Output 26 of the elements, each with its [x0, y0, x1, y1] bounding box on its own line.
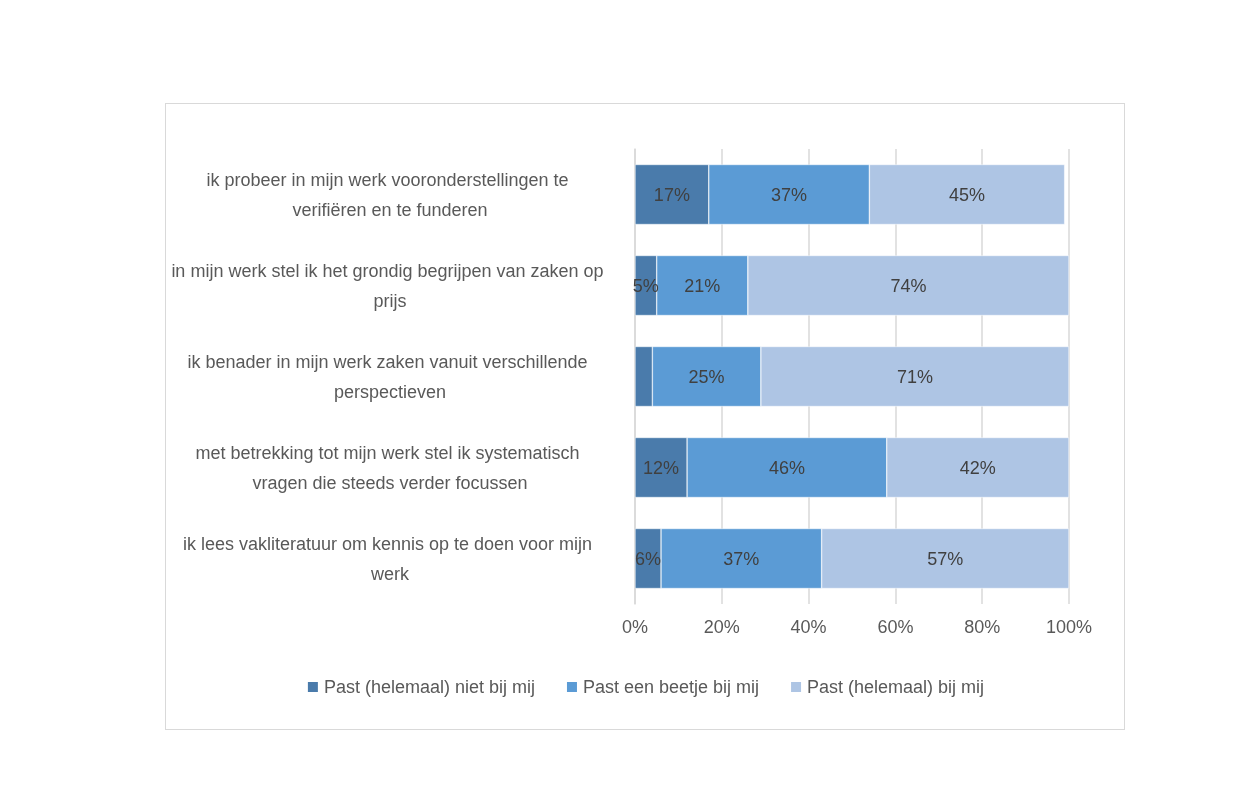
x-tick-label: 60% [877, 617, 914, 637]
x-tick-label: 100% [1045, 617, 1093, 637]
data-label: 42% [959, 457, 996, 478]
legend-label: Past (helemaal) niet bij mij [323, 677, 535, 697]
x-tick-label: 80% [964, 617, 1001, 637]
data-label: 37% [723, 548, 760, 569]
data-label: 25% [688, 366, 725, 387]
data-label: 21% [684, 275, 721, 296]
legend-label: Past (helemaal) bij mij [807, 677, 985, 697]
x-tick-label: 40% [790, 617, 827, 637]
data-label: 46% [768, 457, 805, 478]
data-label: 57% [927, 548, 964, 569]
y-tick-label: met betrekking tot mijn werk stel ik systematisch vragen die steeds verder focussen [195, 442, 585, 493]
data-label: 37% [771, 184, 808, 205]
legend-label: Past een beetje bij mij [582, 677, 760, 697]
data-label: 17% [653, 184, 690, 205]
y-tick-label: ik benader in mijn werk zaken vanuit verschillende perspectieven [187, 351, 593, 402]
data-label: 74% [890, 275, 927, 296]
x-tick-label: 0% [621, 617, 649, 637]
y-tick-label: in mijn werk stel ik het grondig begrijpen van zaken op prijs [171, 260, 609, 311]
y-tick-label: ik lees vakliteratuur om kennis op te doen voor mijn werk [182, 533, 598, 584]
y-tick-label: ik probeer in mijn werk vooronderstellingen te verifiëren en te funderen [206, 169, 574, 220]
data-label: 45% [948, 184, 986, 205]
x-tick-label: 20% [703, 617, 740, 637]
data-label: 71% [896, 366, 933, 387]
data-label: 12% [643, 457, 680, 478]
